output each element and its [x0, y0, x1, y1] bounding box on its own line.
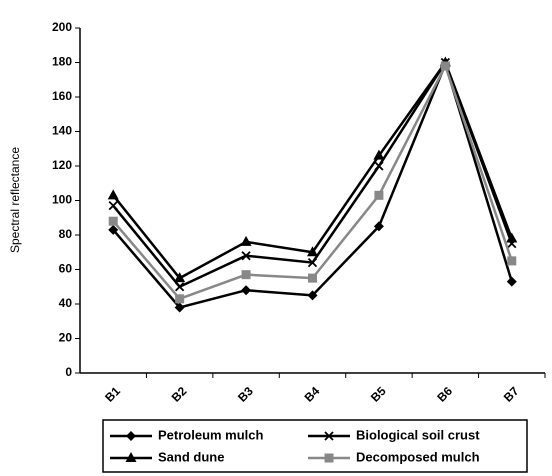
x-tick-label: B3 [235, 384, 256, 405]
data-point [307, 246, 318, 257]
y-tick-label: 80 [59, 227, 73, 241]
data-point [507, 256, 517, 266]
data-point [175, 282, 185, 292]
y-tick-label: 180 [52, 55, 72, 69]
legend-label: Decomposed mulch [356, 449, 480, 464]
y-tick-label: 0 [65, 365, 72, 379]
y-tick-label: 160 [52, 89, 72, 103]
x-tick-label: B5 [368, 384, 389, 405]
legend-marker [125, 452, 137, 462]
series-line [112, 59, 513, 280]
legend-label: Sand dune [158, 449, 224, 464]
data-point [374, 161, 384, 171]
y-tick-label: 100 [52, 193, 72, 207]
series-line [112, 62, 513, 301]
legend-box [102, 419, 528, 473]
data-point [506, 276, 517, 287]
y-tick-label: 60 [59, 262, 73, 276]
y-tick-label: 140 [52, 124, 72, 138]
data-point [240, 235, 252, 246]
data-point [175, 294, 185, 304]
y-tick-label: 40 [59, 296, 73, 310]
data-point [241, 285, 252, 296]
y-tick-label: 200 [52, 20, 72, 34]
y-axis-label: Spectral reflectance [8, 147, 22, 253]
data-point [108, 216, 118, 226]
x-tick-label: B2 [169, 384, 190, 405]
data-point [107, 189, 119, 200]
data-point [174, 272, 186, 283]
legend-label: Biological soil crust [356, 427, 480, 442]
data-point [307, 257, 318, 268]
data-point [373, 221, 384, 232]
x-tick-label: B6 [434, 384, 455, 405]
data-point [241, 270, 251, 280]
data-point [374, 190, 384, 200]
data-point [440, 61, 450, 71]
legend-marker [126, 431, 136, 441]
x-tick-label: B4 [302, 384, 323, 405]
x-tick-label: B7 [501, 384, 522, 405]
data-point [108, 224, 119, 235]
legend-label: Petroleum mulch [158, 427, 264, 442]
y-tick-label: 20 [59, 331, 73, 345]
data-point [506, 232, 518, 243]
data-point [308, 273, 317, 283]
data-point [373, 149, 385, 160]
data-point [174, 302, 185, 313]
data-point [241, 251, 251, 261]
legend-marker [324, 431, 334, 441]
data-point [108, 201, 118, 211]
legend-marker [324, 453, 334, 463]
y-tick-label: 120 [52, 158, 72, 172]
data-point [307, 290, 318, 301]
x-tick-label: B1 [102, 384, 123, 405]
